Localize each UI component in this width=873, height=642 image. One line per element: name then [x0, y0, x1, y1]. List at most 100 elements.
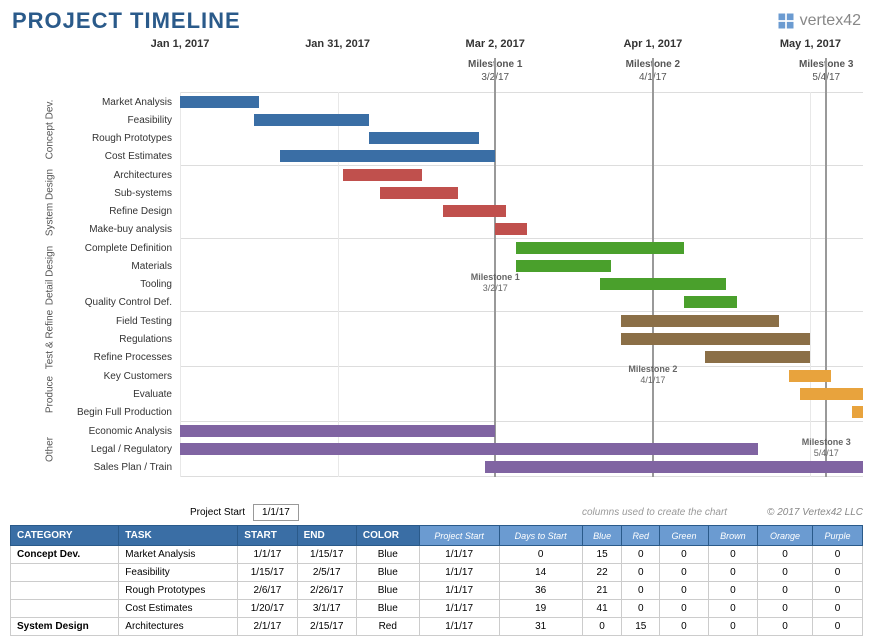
gantt-bar — [705, 351, 810, 363]
table-cell: 0 — [758, 582, 813, 600]
gantt-bar — [380, 187, 459, 199]
gantt-row: Cost Estimates — [50, 147, 863, 165]
task-label: Sub-systems — [50, 188, 180, 199]
table-cell: 1/1/17 — [419, 600, 499, 618]
header: PROJECT TIMELINE vertex42 — [0, 0, 873, 38]
table-cell: 31 — [499, 618, 582, 636]
table-cell: 36 — [499, 582, 582, 600]
gantt-bar — [495, 223, 527, 235]
gantt-bar — [516, 242, 684, 254]
date-axis: Jan 1, 2017Jan 31, 2017Mar 2, 2017Apr 1,… — [180, 38, 863, 58]
logo: vertex42 — [776, 11, 861, 31]
table-cell: 14 — [499, 564, 582, 582]
gantt-bar — [180, 96, 259, 108]
table-cell: 0 — [622, 600, 660, 618]
table-cell: 0 — [708, 600, 757, 618]
table-cell: 0 — [660, 546, 709, 564]
task-label: Legal / Regulatory — [50, 444, 180, 455]
table-cell: 15 — [582, 546, 622, 564]
table-cell: 3/1/17 — [297, 600, 356, 618]
gantt-row: Begin Full Production — [50, 403, 863, 421]
table-cell: 0 — [622, 564, 660, 582]
table-sub-header: Orange — [758, 526, 813, 546]
table-cell: Blue — [356, 546, 419, 564]
table-sub-header: Project Start — [419, 526, 499, 546]
table-cell: 0 — [582, 618, 622, 636]
table-cell: 1/20/17 — [238, 600, 297, 618]
gantt-row: Refine Design — [50, 202, 863, 220]
table-cell: Market Analysis — [119, 546, 238, 564]
table-cell: 0 — [758, 564, 813, 582]
table-cell: 2/26/17 — [297, 582, 356, 600]
date-tick: Mar 2, 2017 — [466, 38, 525, 50]
table-sub-header: Green — [660, 526, 709, 546]
gantt-chart: Jan 1, 2017Jan 31, 2017Mar 2, 2017Apr 1,… — [0, 38, 873, 498]
table-cell: Blue — [356, 582, 419, 600]
table-cell: 0 — [499, 546, 582, 564]
task-label: Complete Definition — [50, 243, 180, 254]
gantt-row: Complete Definition — [50, 239, 863, 257]
table-cell: 0 — [708, 564, 757, 582]
table-cell: 2/6/17 — [238, 582, 297, 600]
table-cell: 0 — [660, 618, 709, 636]
table-sub-header: Blue — [582, 526, 622, 546]
logo-text: vertex42 — [800, 12, 861, 30]
table-cell: 0 — [813, 564, 863, 582]
table-cell: 0 — [660, 600, 709, 618]
gantt-bar — [180, 425, 495, 437]
task-label: Key Customers — [50, 371, 180, 382]
table-cell: 19 — [499, 600, 582, 618]
task-label: Refine Design — [50, 206, 180, 217]
gantt-bar — [443, 205, 506, 217]
table-row: Cost Estimates1/20/173/1/17Blue1/1/17194… — [11, 600, 863, 618]
table-sub-header: Purple — [813, 526, 863, 546]
table-cell: 2/5/17 — [297, 564, 356, 582]
milestone-row: Milestone 13/2/17Milestone 24/1/17Milest… — [180, 58, 863, 92]
task-label: Make-buy analysis — [50, 224, 180, 235]
gantt-row: Market Analysis — [50, 93, 863, 111]
gantt-bar — [621, 333, 810, 345]
table-cell — [11, 582, 119, 600]
table-header: CATEGORY — [11, 526, 119, 546]
group-label: System Design — [45, 163, 56, 243]
table-cell: 2/1/17 — [238, 618, 297, 636]
project-start-value: 1/1/17 — [253, 504, 299, 521]
gantt-bar — [684, 296, 737, 308]
table-cell: 0 — [660, 582, 709, 600]
table-cell: Feasibility — [119, 564, 238, 582]
table-cell: 0 — [813, 600, 863, 618]
table-cell: 0 — [758, 618, 813, 636]
table-row: System DesignArchitectures2/1/172/15/17R… — [11, 618, 863, 636]
table-cell: 0 — [758, 546, 813, 564]
gantt-row: Feasibility — [50, 111, 863, 129]
gantt-row: Rough Prototypes — [50, 129, 863, 147]
gantt-bar — [343, 169, 422, 181]
table-cell: 0 — [622, 546, 660, 564]
inline-milestone: Milestone 13/2/17 — [471, 272, 520, 294]
table-cell: 0 — [708, 618, 757, 636]
table-cell: 0 — [813, 546, 863, 564]
data-table: CATEGORYTASKSTARTENDCOLORProject StartDa… — [10, 525, 863, 636]
table-cell: 0 — [813, 582, 863, 600]
group-label: Concept Dev. — [45, 90, 56, 170]
table-cell: Concept Dev. — [11, 546, 119, 564]
gantt-bar — [485, 461, 863, 473]
gantt-bar — [600, 278, 726, 290]
date-tick: May 1, 2017 — [780, 38, 841, 50]
group-label: Other — [45, 410, 56, 490]
gantt-row: Evaluate — [50, 385, 863, 403]
table-cell: 0 — [813, 618, 863, 636]
table-cell — [11, 600, 119, 618]
table-cell: 0 — [708, 582, 757, 600]
gantt-row: Make-buy analysis — [50, 220, 863, 238]
table-cell: Rough Prototypes — [119, 582, 238, 600]
gantt-bar — [789, 370, 831, 382]
task-label: Materials — [50, 261, 180, 272]
gantt-row: Refine Processes — [50, 348, 863, 366]
gantt-row: Economic Analysis — [50, 422, 863, 440]
gantt-row: Regulations — [50, 330, 863, 348]
table-cell: Red — [356, 618, 419, 636]
table-cell: Blue — [356, 600, 419, 618]
task-label: Begin Full Production — [50, 407, 180, 418]
table-cell: 15 — [622, 618, 660, 636]
